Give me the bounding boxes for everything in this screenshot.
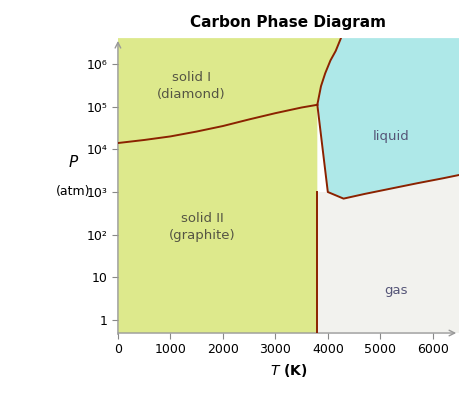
Polygon shape <box>317 38 459 199</box>
Title: Carbon Phase Diagram: Carbon Phase Diagram <box>191 15 386 30</box>
Text: (atm): (atm) <box>56 185 91 198</box>
X-axis label: $\mathit{T}$ (K): $\mathit{T}$ (K) <box>270 362 307 379</box>
Polygon shape <box>118 38 341 143</box>
Polygon shape <box>317 175 459 333</box>
Text: solid I
(diamond): solid I (diamond) <box>157 71 226 101</box>
Text: solid II
(graphite): solid II (graphite) <box>169 212 235 242</box>
Text: gas: gas <box>384 284 408 297</box>
Text: liquid: liquid <box>373 130 409 143</box>
Polygon shape <box>118 105 317 333</box>
Text: $\mathit{P}$: $\mathit{P}$ <box>68 154 79 170</box>
